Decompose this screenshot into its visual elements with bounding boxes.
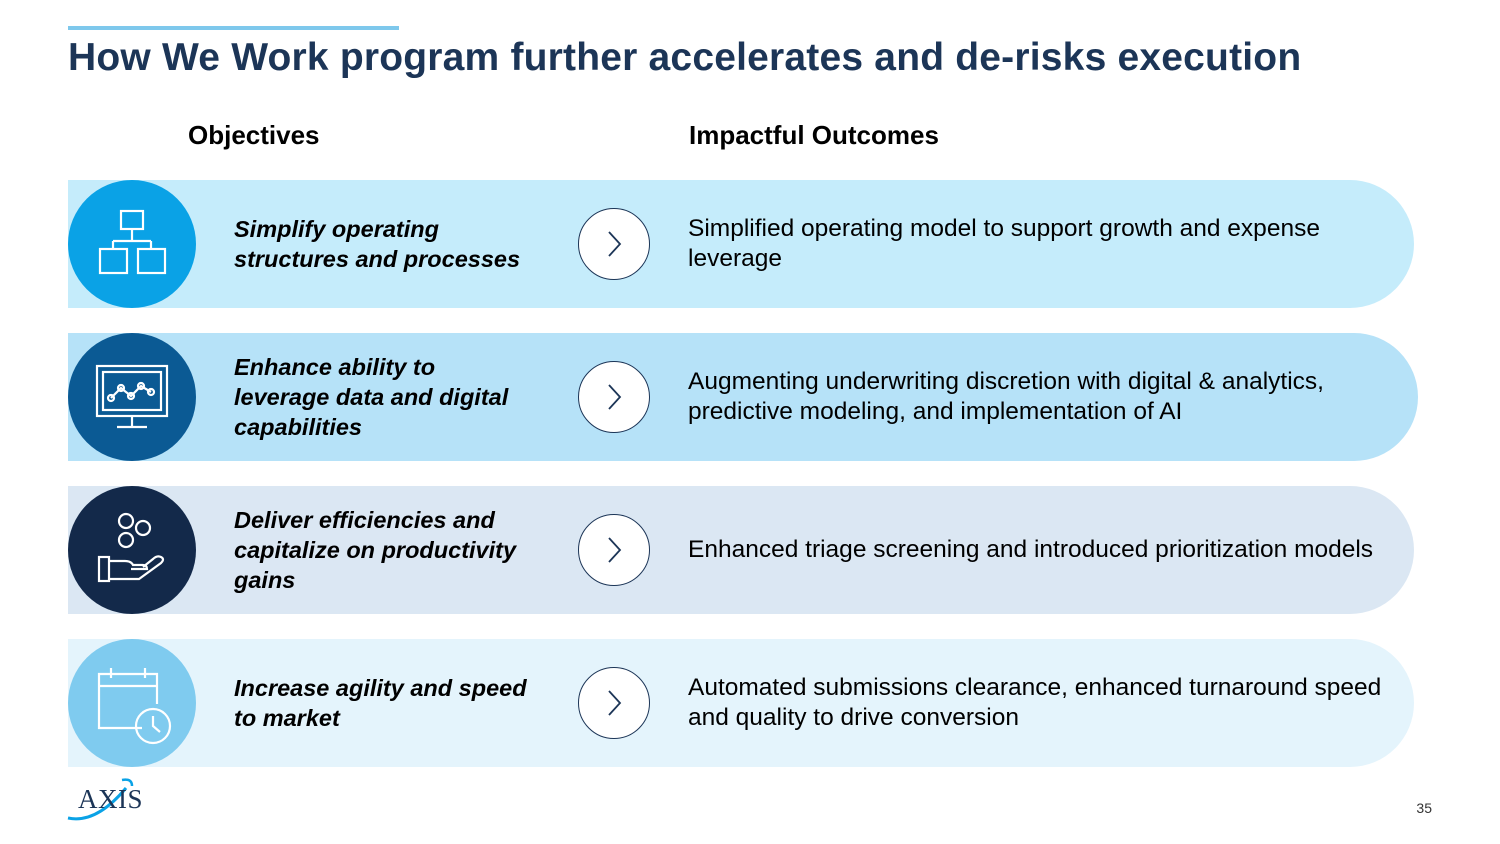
axis-logo: AXIS <box>66 778 143 824</box>
outcome-text: Augmenting underwriting discretion with … <box>688 368 1324 425</box>
chevron-right-icon <box>578 667 650 739</box>
objective-text: Increase agility and speed to market <box>234 675 527 731</box>
objective-text: Enhance ability to leverage data and dig… <box>234 354 509 440</box>
calendar-clock-icon <box>68 639 196 767</box>
outcomes-header: Impactful Outcomes <box>689 120 939 150</box>
chevron-right-icon <box>578 361 650 433</box>
objective-row: Increase agility and speed to market Aut… <box>68 639 1414 767</box>
org-chart-icon <box>68 180 196 308</box>
logo-text: AXIS <box>78 784 144 814</box>
page-number: 35 <box>1416 800 1432 816</box>
objective-text: Deliver efficiencies and capitalize on p… <box>234 507 517 593</box>
monitor-chart-icon <box>68 333 196 461</box>
hand-coins-icon <box>68 486 196 614</box>
objective-row: Simplify operating structures and proces… <box>68 180 1414 308</box>
chevron-right-icon <box>578 208 650 280</box>
title-accent-bar <box>68 26 399 30</box>
outcome-text: Automated submissions clearance, enhance… <box>688 674 1382 731</box>
objective-row: Enhance ability to leverage data and dig… <box>68 333 1418 461</box>
chevron-right-icon <box>578 514 650 586</box>
outcome-text: Simplified operating model to support gr… <box>688 215 1320 272</box>
objective-text: Simplify operating structures and proces… <box>234 216 521 272</box>
objectives-header: Objectives <box>188 120 320 150</box>
slide-title: How We Work program further accelerates … <box>68 36 1302 79</box>
outcome-text: Enhanced triage screening and introduced… <box>688 536 1374 563</box>
objective-row: Deliver efficiencies and capitalize on p… <box>68 486 1414 614</box>
